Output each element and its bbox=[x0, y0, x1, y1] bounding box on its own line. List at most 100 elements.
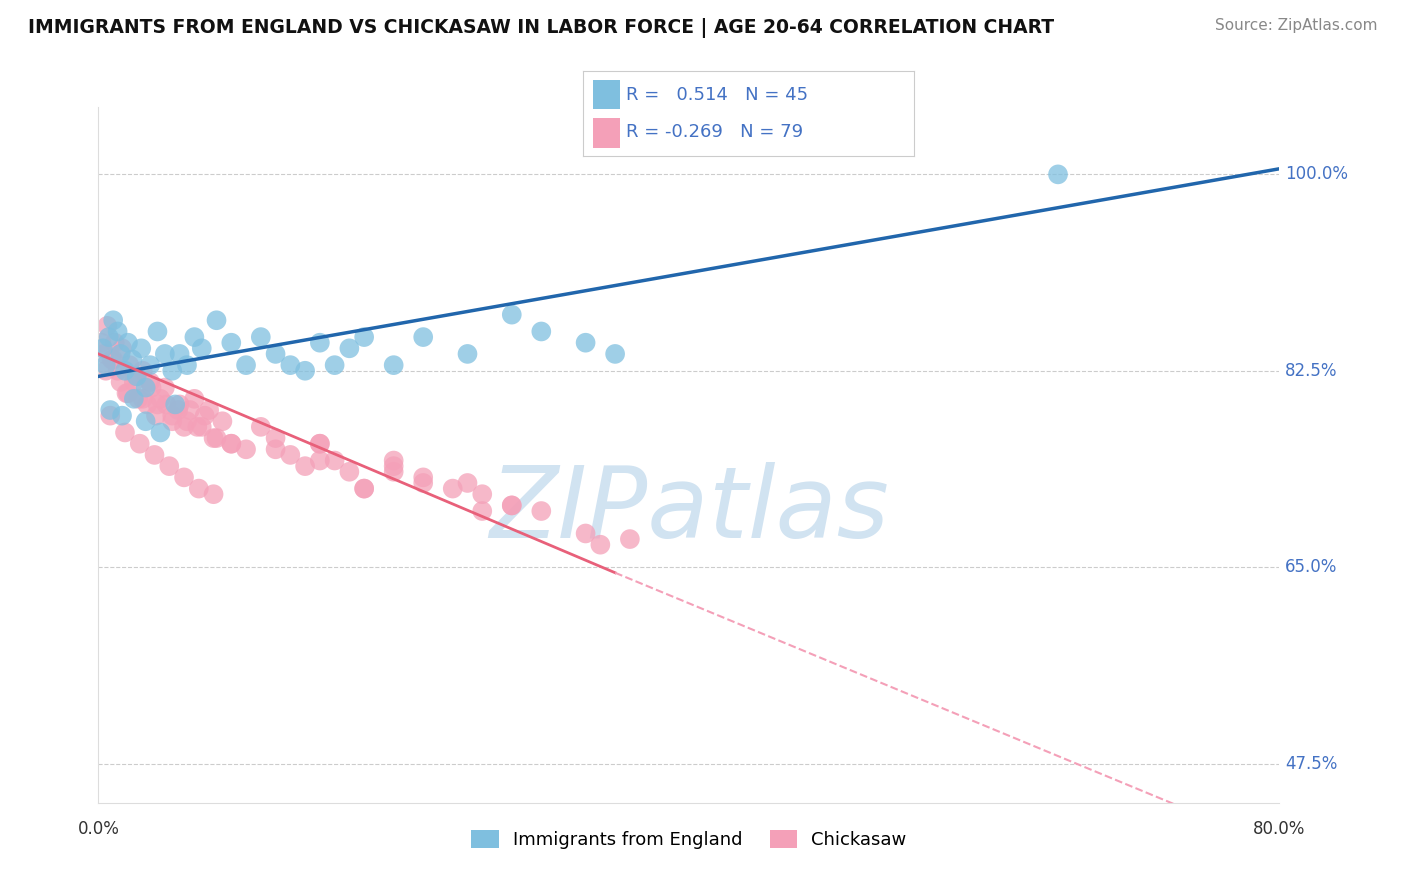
Point bbox=[619, 532, 641, 546]
Point bbox=[250, 420, 273, 434]
Text: 100.0%: 100.0% bbox=[1285, 165, 1348, 184]
Point bbox=[280, 358, 302, 372]
Point bbox=[309, 453, 332, 467]
Point bbox=[471, 504, 494, 518]
Point bbox=[91, 341, 114, 355]
Point bbox=[155, 397, 177, 411]
Point bbox=[146, 397, 169, 411]
Point bbox=[115, 386, 138, 401]
Point bbox=[205, 431, 228, 445]
Text: 80.0%: 80.0% bbox=[1253, 820, 1306, 838]
Point bbox=[294, 459, 316, 474]
Point bbox=[111, 341, 134, 355]
Point bbox=[111, 409, 134, 423]
Point bbox=[117, 335, 139, 350]
Point bbox=[309, 436, 332, 450]
Point bbox=[294, 364, 316, 378]
Point bbox=[149, 425, 172, 440]
Text: IMMIGRANTS FROM ENGLAND VS CHICKASAW IN LABOR FORCE | AGE 20-64 CORRELATION CHAR: IMMIGRANTS FROM ENGLAND VS CHICKASAW IN … bbox=[28, 18, 1054, 37]
Point bbox=[139, 375, 162, 389]
Point bbox=[412, 475, 434, 490]
Point bbox=[235, 442, 257, 457]
Point bbox=[280, 448, 302, 462]
Point bbox=[471, 487, 494, 501]
Point bbox=[250, 330, 273, 344]
Point bbox=[183, 330, 205, 344]
Point bbox=[264, 431, 287, 445]
Point bbox=[198, 403, 221, 417]
Point bbox=[412, 470, 434, 484]
Point bbox=[323, 453, 346, 467]
Point bbox=[589, 538, 612, 552]
Point bbox=[132, 392, 155, 406]
Point bbox=[153, 347, 176, 361]
Point bbox=[183, 392, 205, 406]
Point bbox=[157, 459, 180, 474]
Point bbox=[98, 409, 121, 423]
Point bbox=[141, 381, 163, 395]
Point bbox=[145, 409, 167, 423]
Point bbox=[382, 453, 405, 467]
Point bbox=[114, 425, 136, 440]
Point bbox=[121, 352, 143, 367]
Point bbox=[94, 364, 117, 378]
Text: 82.5%: 82.5% bbox=[1285, 362, 1339, 380]
Point bbox=[114, 364, 136, 378]
Text: 47.5%: 47.5% bbox=[1285, 755, 1337, 772]
Point bbox=[117, 386, 139, 401]
Point bbox=[107, 364, 129, 378]
Point bbox=[323, 358, 346, 372]
Point bbox=[202, 431, 225, 445]
Point bbox=[94, 358, 117, 372]
Point bbox=[339, 465, 361, 479]
Point bbox=[501, 499, 523, 513]
Point bbox=[382, 465, 405, 479]
Point bbox=[162, 414, 183, 428]
Point bbox=[353, 330, 375, 344]
Point bbox=[167, 403, 190, 417]
Point bbox=[173, 470, 195, 484]
Point bbox=[235, 358, 257, 372]
Point bbox=[353, 482, 375, 496]
Bar bbox=[593, 80, 620, 110]
Point bbox=[110, 375, 132, 389]
Point bbox=[202, 487, 225, 501]
Point bbox=[309, 335, 332, 350]
Point bbox=[412, 330, 434, 344]
Point bbox=[173, 420, 195, 434]
Point bbox=[309, 436, 332, 450]
Bar bbox=[593, 118, 620, 147]
Point bbox=[162, 364, 183, 378]
Point bbox=[96, 318, 118, 333]
Point bbox=[1047, 167, 1070, 181]
Point bbox=[186, 420, 208, 434]
Text: Source: ZipAtlas.com: Source: ZipAtlas.com bbox=[1215, 18, 1378, 33]
Point bbox=[176, 414, 198, 428]
Point bbox=[205, 313, 228, 327]
Point bbox=[605, 347, 627, 361]
Point bbox=[107, 325, 129, 339]
Point bbox=[191, 341, 214, 355]
Point bbox=[191, 420, 214, 434]
Point bbox=[135, 414, 157, 428]
Point bbox=[104, 335, 127, 350]
Point bbox=[165, 397, 187, 411]
Point bbox=[264, 442, 287, 457]
Point bbox=[179, 403, 201, 417]
Text: R = -0.269   N = 79: R = -0.269 N = 79 bbox=[627, 123, 804, 141]
Point bbox=[127, 392, 149, 406]
Point bbox=[110, 347, 132, 361]
Point bbox=[382, 459, 405, 474]
Text: 65.0%: 65.0% bbox=[1285, 558, 1337, 576]
Point bbox=[194, 409, 217, 423]
Legend: Immigrants from England, Chickasaw: Immigrants from England, Chickasaw bbox=[464, 822, 914, 856]
Point bbox=[118, 358, 141, 372]
Point bbox=[124, 369, 146, 384]
Point bbox=[187, 482, 209, 496]
Point bbox=[575, 526, 598, 541]
Point bbox=[530, 325, 553, 339]
Point bbox=[146, 325, 169, 339]
Point bbox=[221, 335, 243, 350]
Point bbox=[149, 392, 172, 406]
Point bbox=[339, 341, 361, 355]
